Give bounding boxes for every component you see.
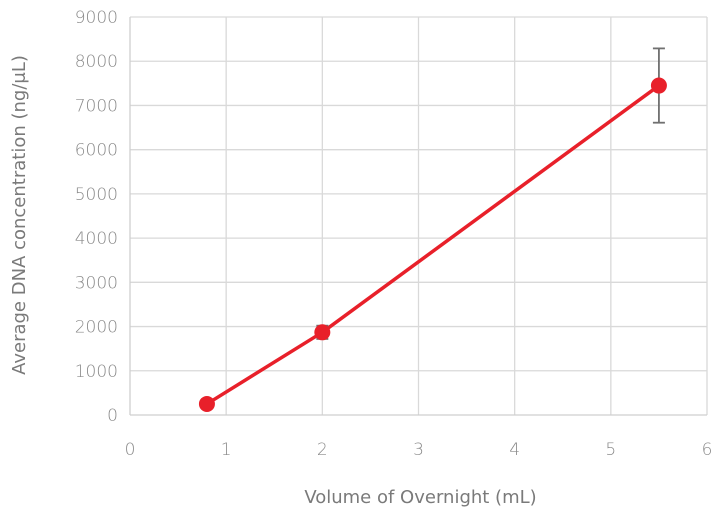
x-tick-label: 5 [605, 440, 616, 460]
y-tick-label: 4000 [75, 229, 118, 249]
y-tick-label: 3000 [75, 273, 118, 293]
x-tick-label: 4 [509, 440, 520, 460]
data-point [314, 324, 331, 341]
x-tick-label: 3 [413, 440, 424, 460]
x-tick-label: 0 [125, 440, 136, 460]
y-tick-label: 7000 [75, 96, 118, 116]
y-tick-label: 0 [107, 406, 118, 426]
y-tick-label: 5000 [75, 185, 118, 205]
data-point [650, 77, 667, 94]
x-tick-label: 6 [702, 440, 713, 460]
data-point [198, 395, 215, 412]
series-line [206, 84, 660, 406]
y-tick-label: 6000 [75, 141, 118, 161]
x-axis-title: Volume of Overnight (mL) [304, 487, 536, 508]
y-axis-title: Average DNA concentration (ng/μL) [9, 55, 30, 375]
y-tick-label: 1000 [75, 362, 118, 382]
series [198, 47, 667, 412]
y-tick-label: 8000 [75, 52, 118, 72]
x-tick-label: 1 [221, 440, 232, 460]
y-tick-label: 9000 [75, 8, 118, 28]
grid-lines [130, 16, 708, 415]
y-tick-label: 2000 [75, 318, 118, 338]
x-tick-label: 2 [317, 440, 328, 460]
axes [129, 17, 707, 416]
tick-labels: 0 1000 2000 3000 4000 5000 6000 7000 8000 9000 0 1 2… [75, 8, 713, 460]
